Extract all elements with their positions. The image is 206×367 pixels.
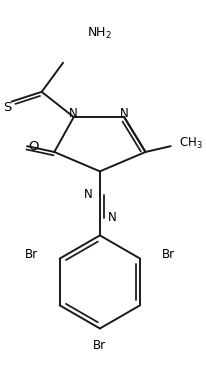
Text: S: S	[4, 101, 12, 114]
Text: Br: Br	[161, 248, 174, 261]
Text: N: N	[69, 107, 78, 120]
Text: N: N	[83, 188, 92, 201]
Text: Br: Br	[93, 339, 106, 352]
Text: CH$_3$: CH$_3$	[179, 136, 202, 151]
Text: O: O	[29, 140, 39, 153]
Text: N: N	[119, 107, 128, 120]
Text: NH$_2$: NH$_2$	[87, 26, 112, 41]
Text: Br: Br	[25, 248, 38, 261]
Text: N: N	[107, 211, 116, 225]
